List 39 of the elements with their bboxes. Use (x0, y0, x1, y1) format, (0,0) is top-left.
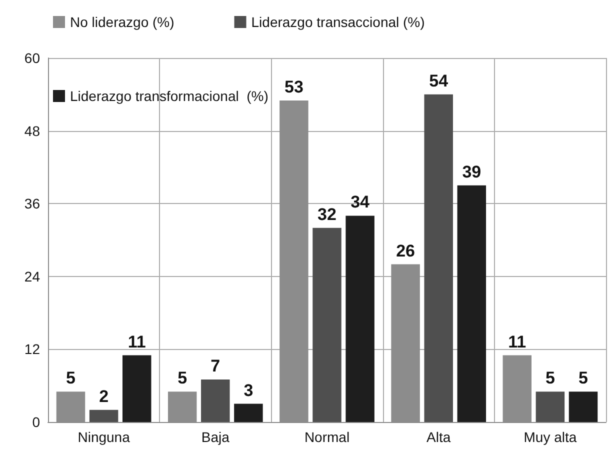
data-label: 5 (66, 368, 76, 388)
data-label: 5 (545, 368, 555, 388)
y-tick-label: 0 (32, 414, 40, 430)
legend-label: Liderazgo transformacional (%) (70, 88, 268, 104)
bar (122, 355, 152, 422)
y-tick-label: 12 (24, 341, 40, 358)
y-tick-label: 48 (24, 122, 40, 139)
bar (346, 216, 374, 422)
bar (457, 185, 486, 422)
data-label: 26 (396, 241, 416, 260)
y-tick-label: 36 (24, 196, 40, 212)
x-tick-label: Baja (201, 429, 230, 445)
bar (424, 94, 453, 422)
data-label: 11 (508, 332, 526, 352)
y-tick-label: 60 (24, 50, 40, 66)
bar (89, 410, 118, 422)
y-tick-label: 24 (24, 268, 40, 284)
data-label: 3 (244, 380, 254, 400)
data-label: 34 (350, 192, 370, 212)
data-label: 32 (318, 204, 336, 224)
legend-label: No liderazgo (%) (70, 14, 174, 30)
data-label: 7 (210, 356, 220, 376)
bar (536, 392, 565, 422)
x-tick-label: Muy alta (524, 429, 577, 445)
data-label: 53 (284, 77, 304, 96)
data-label: 5 (578, 368, 588, 388)
legend-label: Liderazgo transaccional (%) (251, 14, 425, 30)
x-tick-label: Normal (304, 429, 350, 445)
x-tick-label: Alta (426, 429, 451, 445)
x-tick-label: Ninguna (78, 429, 130, 445)
data-label: 39 (462, 162, 482, 182)
data-label: 5 (178, 368, 188, 388)
bar (312, 228, 342, 422)
data-label: 11 (128, 332, 146, 352)
bar (234, 404, 263, 422)
bar (568, 392, 598, 422)
data-label: 54 (429, 71, 449, 90)
data-label: 2 (99, 386, 109, 406)
bar (201, 380, 230, 422)
